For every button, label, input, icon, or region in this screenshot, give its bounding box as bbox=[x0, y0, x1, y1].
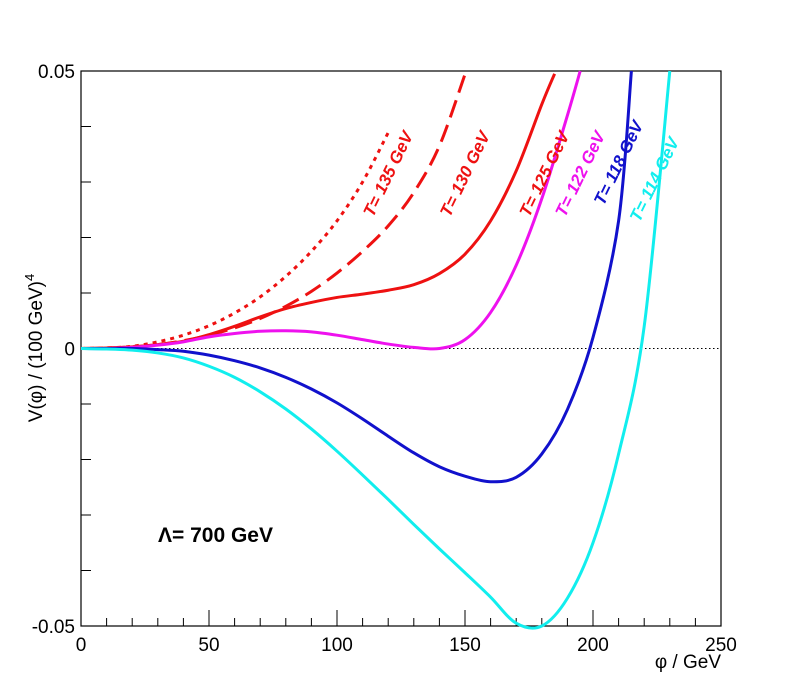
curve-118gev bbox=[80, 70, 633, 484]
x-tick-label: 250 bbox=[705, 635, 737, 656]
curve-135gev bbox=[80, 131, 390, 350]
y-tick-label: 0 bbox=[64, 340, 75, 361]
curve-125gev bbox=[80, 73, 556, 350]
x-tick-label: 100 bbox=[321, 635, 353, 656]
curve-label-130gev: T= 130 GeV bbox=[436, 127, 494, 220]
y-axis-label-exponent: 4 bbox=[22, 274, 37, 281]
curve-130gev bbox=[80, 73, 467, 350]
annotation-lambda: Λ= 700 GeV bbox=[158, 524, 273, 547]
x-tick-label: 150 bbox=[449, 635, 481, 656]
svg-text:V(φ) / (100 GeV)4: V(φ) / (100 GeV)4 bbox=[22, 274, 47, 422]
curve-122gev bbox=[80, 70, 582, 351]
axis-ticks bbox=[80, 70, 722, 627]
y-tick-label: -0.05 bbox=[32, 617, 75, 638]
x-tick-label: 50 bbox=[198, 635, 219, 656]
curve-label-135gev: T= 135 GeV bbox=[360, 127, 418, 220]
curve-114gev bbox=[80, 70, 672, 630]
y-tick-label: 0.05 bbox=[38, 62, 75, 83]
curves-group bbox=[80, 70, 672, 630]
x-axis-label: φ / GeV bbox=[655, 652, 722, 673]
y-axis-label-main: V(φ) / (100 GeV) bbox=[26, 281, 47, 422]
x-tick-label: 200 bbox=[577, 635, 609, 656]
x-tick-label: 0 bbox=[76, 635, 87, 656]
y-axis-label: V(φ) / (100 GeV)4 bbox=[22, 274, 47, 422]
